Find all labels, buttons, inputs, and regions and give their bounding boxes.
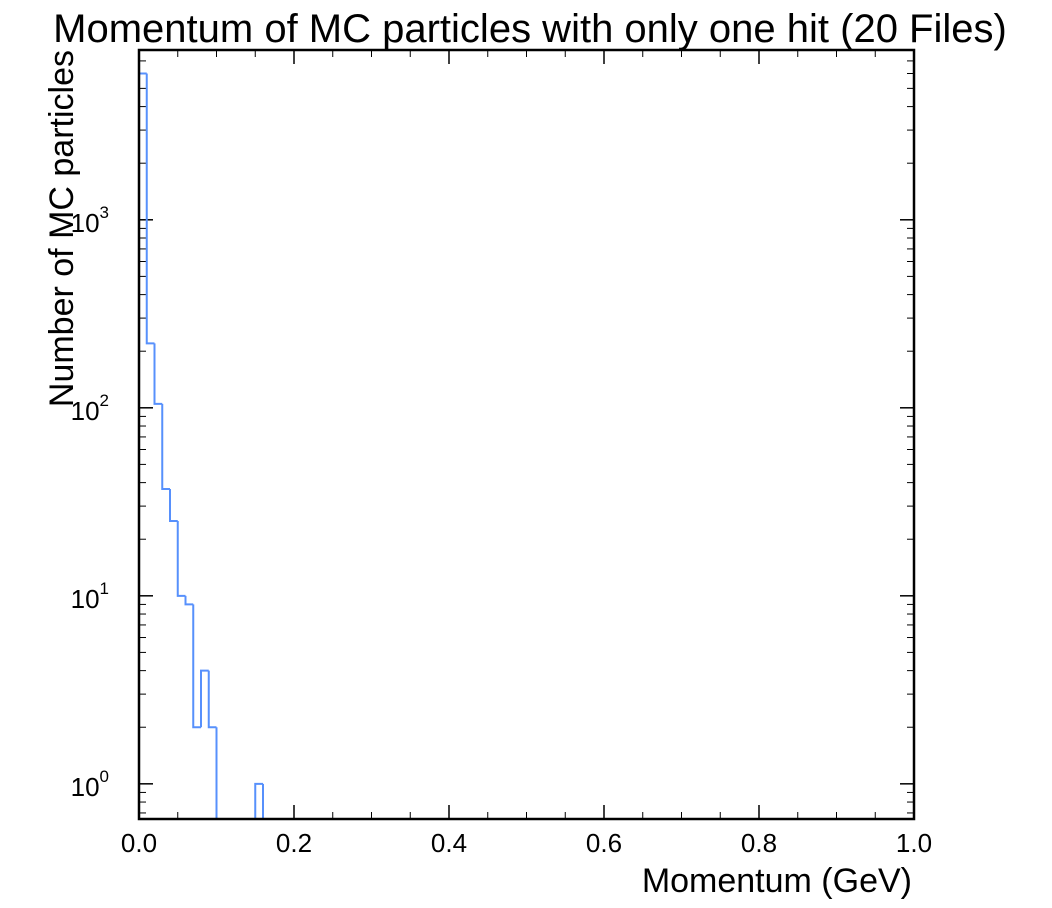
histogram-bin <box>215 727 218 819</box>
x-tick-label: 0.6 <box>586 828 622 858</box>
x-tick-label: 0.0 <box>121 828 157 858</box>
x-tick-label: 1.0 <box>896 828 932 858</box>
chart-title: Momentum of MC particles with only one h… <box>53 7 1007 51</box>
x-tick-label: 0.4 <box>431 828 467 858</box>
y-tick-exponent: 2 <box>100 391 109 410</box>
y-tick-base: 10 <box>71 584 100 614</box>
x-tick-label: 0.2 <box>276 828 312 858</box>
y-tick-label: 102 <box>71 391 109 426</box>
histogram-bin <box>145 73 155 345</box>
series-group <box>139 72 264 819</box>
x-tick-label: 0.8 <box>741 828 777 858</box>
axis-ticks <box>138 49 915 819</box>
y-tick-base: 10 <box>71 208 100 238</box>
y-tick-exponent: 1 <box>100 579 109 598</box>
histogram-bin <box>169 488 178 522</box>
x-axis-label: Momentum (GeV) <box>642 862 912 900</box>
histogram-bin <box>139 72 147 819</box>
histogram-bin <box>200 669 209 728</box>
histogram-bin <box>254 782 263 819</box>
y-tick-base: 10 <box>71 396 100 426</box>
y-tick-label: 100 <box>71 767 109 802</box>
histogram-bin <box>184 595 194 606</box>
y-tick-label: 101 <box>71 579 109 614</box>
y-tick-exponent: 3 <box>100 203 109 222</box>
y-tick-label: 103 <box>71 203 109 238</box>
histogram-bin <box>192 604 201 729</box>
y-tick-base: 10 <box>71 772 100 802</box>
histogram-bin <box>262 783 264 819</box>
y-tick-exponent: 0 <box>100 767 109 786</box>
plot-frame <box>137 48 916 821</box>
histogram-bin <box>153 343 163 405</box>
y-axis-label: Number of MC particles <box>43 50 81 407</box>
histogram-bin <box>176 520 186 597</box>
histogram-bin <box>161 403 170 490</box>
histogram-bin <box>207 670 217 729</box>
